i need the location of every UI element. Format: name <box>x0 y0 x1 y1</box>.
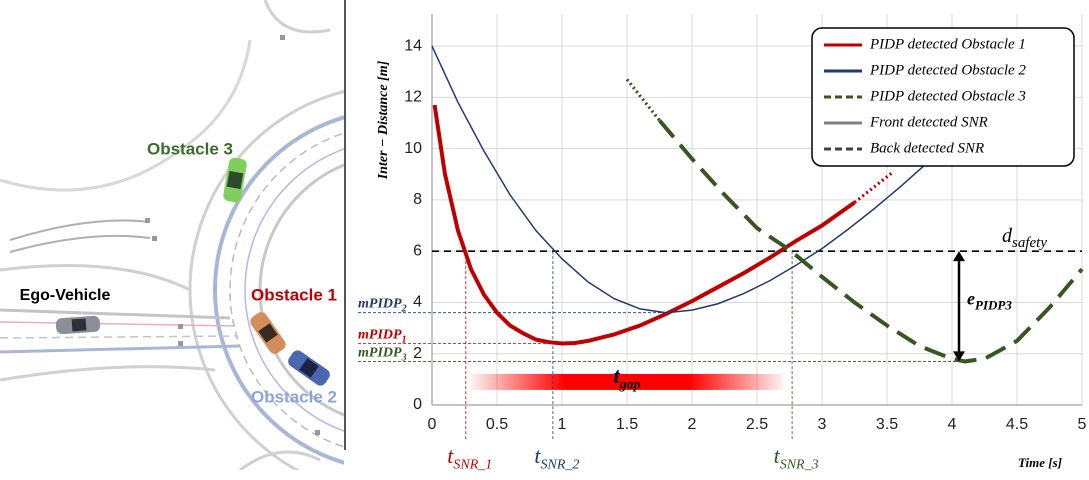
x-tick-label: 2 <box>688 416 697 433</box>
reference-label: mPIDP2 <box>358 297 407 315</box>
error-label: ePIDP3 <box>967 288 1012 312</box>
legend-label: PIDP detected Obstacle 2 <box>869 62 1026 78</box>
gap-label-main: t <box>613 363 620 388</box>
gap-label: tgap <box>613 363 640 393</box>
error-label-main: e <box>967 288 975 308</box>
x-tick-label: 2.5 <box>746 416 768 433</box>
time-label-main: t <box>774 443 781 468</box>
legend-label: Back detected SNR <box>870 140 984 156</box>
scene-label: Obstacle 3 <box>147 139 233 158</box>
scene-label: Obstacle 2 <box>251 387 337 406</box>
reference-label-sub: 1 <box>402 335 407 346</box>
series-projection <box>853 170 895 204</box>
reference-label-sub: 3 <box>401 353 407 364</box>
y-tick-label: 8 <box>413 191 422 208</box>
y-tick-label: 12 <box>404 89 422 106</box>
series-line <box>431 45 940 314</box>
legend-box <box>811 27 1075 167</box>
x-tick-label: 1 <box>558 416 567 433</box>
x-tick-label: 3.5 <box>876 416 898 433</box>
y-tick-label: 0 <box>413 396 422 413</box>
series-line <box>657 119 1084 364</box>
y-tick-label: 2 <box>413 345 422 362</box>
time-label: tSNR_3 <box>774 443 819 473</box>
reference-label-sub: 2 <box>401 304 407 315</box>
gap-label-sub: gap <box>619 378 641 393</box>
y-axis-label: Inter − Distance [m] <box>376 60 391 180</box>
y-tick-label: 4 <box>413 294 422 311</box>
x-tick-label: 3 <box>818 416 827 433</box>
series-line <box>432 104 856 346</box>
time-label: tSNR_1 <box>447 443 492 473</box>
x-tick-label: 4 <box>948 416 957 433</box>
y-tick-label: 14 <box>404 37 422 54</box>
reference-label: dsafety <box>1002 225 1047 252</box>
reference-label: mPIDP1 <box>358 328 407 346</box>
time-label-sub: SNR_3 <box>780 458 819 473</box>
x-tick-label: 5 <box>1078 416 1087 433</box>
reference-label-main: mPIDP <box>358 346 402 361</box>
legend-label: Front detected SNR <box>869 114 988 130</box>
x-tick-label: 0.5 <box>486 416 508 433</box>
time-label-main: t <box>447 443 454 468</box>
legend-label: PIDP detected Obstacle 3 <box>869 88 1026 104</box>
reference-label-main: mPIDP <box>358 328 402 343</box>
scene-label: Ego-Vehicle <box>20 287 111 304</box>
x-tick-label: 0 <box>428 416 437 433</box>
reference-label-main: d <box>1002 225 1013 247</box>
scene <box>0 0 344 470</box>
time-label-sub: SNR_2 <box>541 458 580 473</box>
arrow-head <box>953 351 965 362</box>
x-axis-label: Time [s] <box>1018 455 1062 470</box>
reference-label-main: mPIDP <box>358 297 402 312</box>
reference-label-sub: safety <box>1012 236 1047 252</box>
legend-label: PIDP detected Obstacle 1 <box>869 36 1026 52</box>
error-label-sub: PIDP3 <box>975 298 1012 313</box>
x-tick-label: 4.5 <box>1006 416 1028 433</box>
gap-bar <box>471 373 783 390</box>
scene-label: Obstacle 1 <box>251 285 337 304</box>
x-tick-label: 1.5 <box>616 416 638 433</box>
series-projection <box>625 78 661 122</box>
time-label-sub: SNR_1 <box>453 458 492 473</box>
y-tick-label: 6 <box>413 242 422 259</box>
y-tick-label: 10 <box>404 140 422 157</box>
reference-label: mPIDP3 <box>358 346 407 364</box>
arrow-head <box>953 251 965 262</box>
time-label-main: t <box>534 443 541 468</box>
time-label: tSNR_2 <box>534 443 579 473</box>
